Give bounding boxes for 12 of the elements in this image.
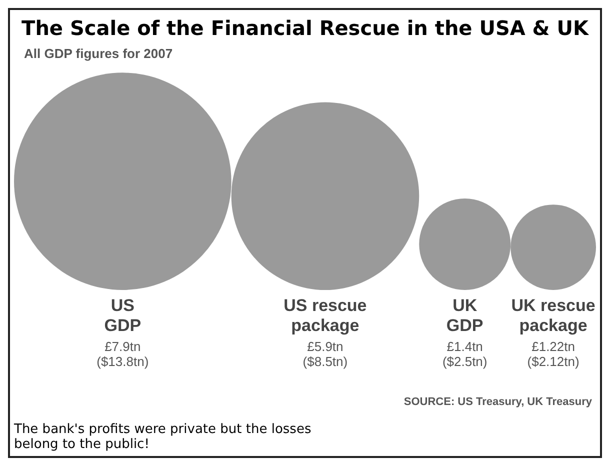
category-label: US GDP xyxy=(103,296,142,336)
category-label: US rescue package xyxy=(282,296,368,336)
text: All GDP figures for 2007 xyxy=(24,46,173,61)
source-note: SOURCE: US Treasury, UK Treasury xyxy=(402,396,592,408)
data-label: £5.9tn ($8.5tn) xyxy=(302,339,349,370)
text: The Scale of the Financial Rescue in the USA & UK xyxy=(20,16,590,40)
data-label: £7.9tn ($13.8tn) xyxy=(96,339,150,370)
data-label: £1.4tn ($2.5tn) xyxy=(442,339,488,370)
data-label: £1.22tn ($2.12tn) xyxy=(527,339,580,370)
category-label: UK GDP xyxy=(446,296,484,335)
text: The bank's profits were private but the losses belong to the public! xyxy=(14,422,312,452)
category-label: UK rescue package xyxy=(510,296,596,336)
